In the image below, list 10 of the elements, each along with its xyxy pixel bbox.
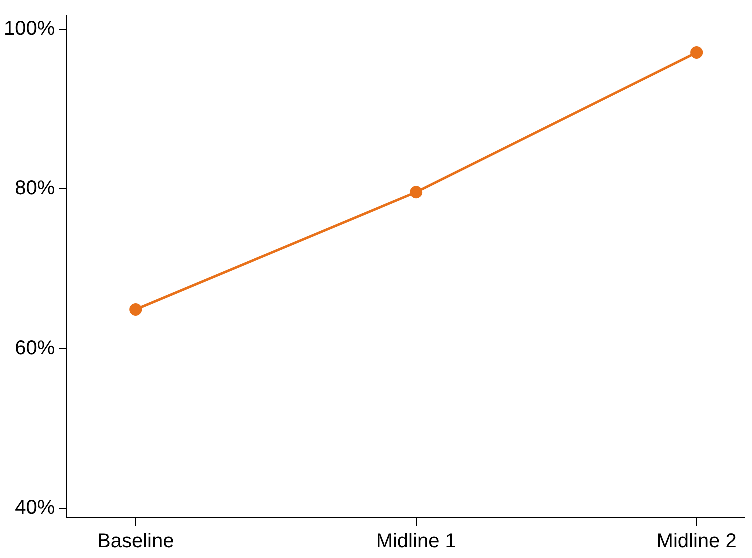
point <box>690 46 704 59</box>
y-tick-label: 40% <box>15 496 56 519</box>
x-tick-label: Baseline <box>98 530 174 553</box>
x-tick-label: Midline 2 <box>656 530 737 553</box>
point <box>130 303 142 316</box>
y-tick-label: 60% <box>15 337 56 360</box>
y-tick-label: 100% <box>4 18 56 40</box>
point <box>410 186 423 199</box>
y-tick-label: 80% <box>15 178 56 200</box>
x-tick-label: Midline 1 <box>376 530 456 553</box>
